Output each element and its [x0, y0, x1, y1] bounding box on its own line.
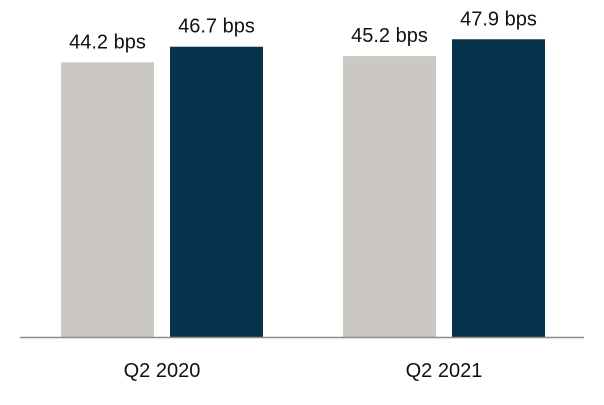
- bar-1-series-1: [61, 62, 154, 338]
- x-tick-labels-group: Q2 2020 Q2 2021: [124, 360, 483, 382]
- data-label-2-series-2: 47.9 bps: [460, 8, 537, 30]
- x-tick-label-2: Q2 2021: [406, 360, 483, 382]
- data-label-2-series-1: 45.2 bps: [351, 25, 428, 47]
- data-label-1-series-2: 46.7 bps: [178, 16, 255, 38]
- x-tick-label-1: Q2 2020: [124, 360, 201, 382]
- data-label-1-series-1: 44.2 bps: [69, 31, 146, 53]
- bar-2-series-1: [343, 56, 436, 338]
- bar-2-series-2: [452, 39, 545, 338]
- bars-group: [61, 39, 545, 338]
- value-labels-group: 44.2 bps 46.7 bps 45.2 bps 47.9 bps: [69, 8, 537, 53]
- bar-1-series-2: [170, 46, 263, 338]
